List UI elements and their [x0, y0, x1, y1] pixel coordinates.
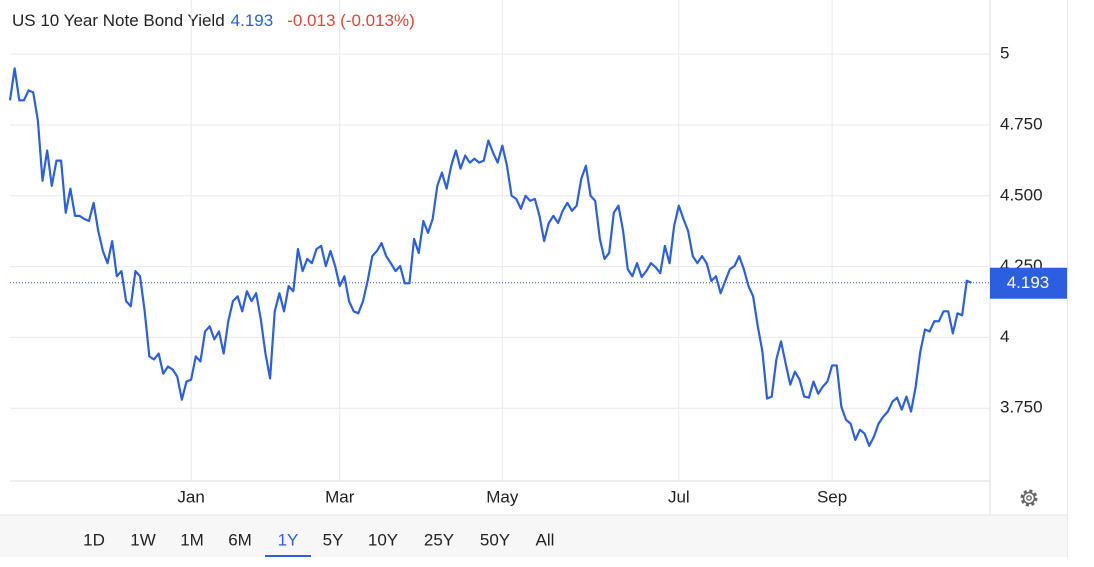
change: -0.013 (-0.013%)	[287, 11, 415, 30]
last-value: 4.193	[231, 11, 274, 30]
last-value-badge-label: 4.193	[1007, 273, 1050, 292]
range-bar	[0, 515, 1067, 557]
chart-frame	[0, 0, 1068, 557]
y-tick-label: 5	[1000, 44, 1009, 63]
range-button[interactable]: 50Y	[480, 530, 510, 549]
x-tick-label: Sep	[817, 487, 847, 506]
title-text: US 10 Year Note Bond Yield	[12, 11, 225, 30]
settings-icon[interactable]	[1020, 489, 1038, 507]
gear-teeth	[1020, 489, 1038, 507]
range-button[interactable]: 1W	[130, 530, 156, 549]
range-selected-underline	[265, 555, 311, 557]
gear-hole	[1026, 495, 1032, 501]
range-button[interactable]: 10Y	[368, 530, 398, 549]
y-tick-label: 3.750	[1000, 398, 1043, 417]
yield-line	[8, 67, 972, 447]
range-button[interactable]: 5Y	[323, 530, 344, 549]
range-button[interactable]: 6M	[228, 530, 252, 549]
last-value-badge	[990, 267, 1067, 299]
range-button[interactable]: 1D	[83, 530, 105, 549]
y-tick-label: 4	[1000, 327, 1009, 346]
range-button[interactable]: 1Y	[278, 530, 299, 549]
chart-title: US 10 Year Note Bond Yield 4.193 -0.013 (-…	[12, 11, 415, 30]
x-tick-label: May	[486, 487, 519, 506]
range-button[interactable]: All	[536, 530, 555, 549]
y-tick-label: 4.500	[1000, 185, 1043, 204]
x-tick-label: Mar	[325, 487, 355, 506]
gear-body	[1022, 491, 1036, 505]
range-button[interactable]: 1M	[180, 530, 204, 549]
x-tick-label: Jul	[668, 487, 690, 506]
x-tick-label: Jan	[177, 487, 204, 506]
range-button[interactable]: 25Y	[424, 530, 454, 549]
y-tick-label: 4.750	[1000, 114, 1043, 133]
